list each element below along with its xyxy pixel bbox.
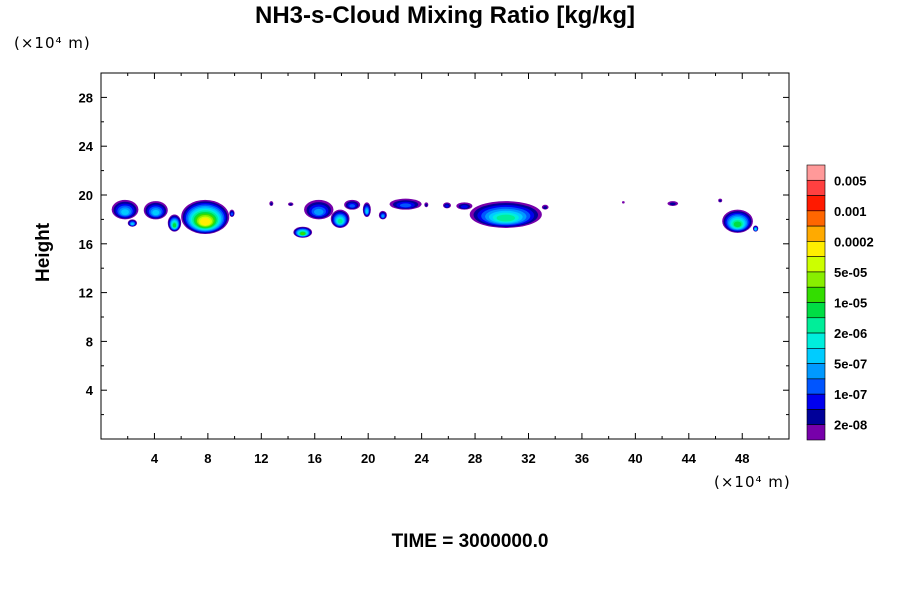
cloud-contour	[622, 201, 625, 204]
y-tick-label: 8	[86, 334, 93, 349]
colorbar-swatch	[806, 241, 826, 257]
colorbar-label: 0.001	[834, 204, 867, 219]
plot-frame	[100, 72, 790, 440]
x-tick-label: 8	[204, 451, 211, 466]
y-unit-label: (×10⁴ m)	[14, 34, 91, 52]
chart-title: NH3-s-Cloud Mixing Ratio [kg/kg]	[255, 2, 635, 29]
x-tick-label: 40	[628, 451, 642, 466]
x-tick-label: 32	[521, 451, 535, 466]
colorbar-label: 1e-05	[834, 296, 867, 311]
y-tick-label: 28	[79, 90, 93, 105]
y-tick-label: 20	[79, 188, 93, 203]
colorbar-swatch	[806, 317, 826, 334]
cloud-contour	[754, 228, 757, 231]
colorbar-swatch	[806, 164, 826, 181]
colorbar-swatch	[806, 179, 826, 196]
x-tick-label: 36	[575, 451, 589, 466]
cloud-contour	[152, 209, 160, 216]
cloud-contour	[349, 204, 356, 208]
colorbar: 0.005 0.001 0.0002 5e-05 1e-05 2e-06 5e-07 1e-0…	[806, 164, 874, 441]
cloud-contour	[337, 218, 343, 224]
y-tick-label: 24	[79, 139, 94, 154]
cloud-contour	[733, 221, 742, 228]
time-footer: TIME = 3000000.0	[391, 531, 549, 552]
cloud-contour	[230, 212, 233, 216]
x-tick-label: 44	[682, 451, 697, 466]
colorbar-swatch	[806, 256, 826, 273]
colorbar-label: 5e-07	[834, 357, 867, 372]
colorbar-swatch	[806, 363, 826, 380]
x-tick-label: 28	[468, 451, 482, 466]
cloud-contour	[496, 214, 516, 222]
colorbar-swatch	[806, 195, 826, 212]
colorbar-label: 0.005	[834, 173, 867, 188]
cloud-contour	[460, 205, 468, 209]
x-tick-label: 24	[414, 451, 429, 466]
x-unit-label: (×10⁴ m)	[714, 473, 791, 491]
cloud-contour	[719, 199, 722, 202]
colorbar-swatch	[806, 348, 826, 364]
colorbar-label: 5e-05	[834, 265, 867, 280]
cloud-contour	[399, 203, 412, 208]
cloud-contour	[365, 209, 369, 214]
cloud-contour	[669, 202, 676, 206]
colorbar-swatch	[806, 286, 826, 303]
y-tick-label: 4	[86, 383, 94, 398]
cloud-contour	[131, 222, 134, 226]
cloud-contour	[270, 202, 273, 206]
colorbar-label: 1e-07	[834, 387, 867, 402]
cloud-contour	[172, 223, 177, 228]
colorbar-swatch	[806, 332, 826, 349]
cloud-contour	[314, 208, 324, 216]
cloud-contour	[300, 232, 305, 235]
cloud-contour	[289, 203, 293, 206]
cloud-contour	[445, 204, 449, 208]
colorbar-swatch	[806, 225, 826, 242]
colorbar-swatch	[806, 271, 826, 288]
colorbar-label: 2e-08	[834, 418, 867, 433]
y-tick-label: 16	[79, 237, 93, 252]
cloud-field	[111, 198, 759, 238]
x-tick-label: 4	[151, 451, 159, 466]
cloud-contour	[543, 206, 548, 209]
colorbar-swatch	[806, 409, 826, 426]
cloud-contour	[425, 203, 428, 207]
cloud-contour	[121, 209, 129, 215]
y-tick-label: 12	[79, 286, 93, 301]
colorbar-label: 0.0002	[834, 234, 874, 249]
colorbar-swatch	[806, 424, 826, 441]
cloud-contour	[381, 214, 385, 218]
colorbar-swatch	[806, 378, 826, 395]
x-tick-label: 16	[308, 451, 322, 466]
colorbar-swatch	[806, 302, 826, 319]
x-tick-label: 12	[254, 451, 268, 466]
x-tick-label: 20	[361, 451, 375, 466]
colorbar-label: 2e-06	[834, 326, 867, 341]
colorbar-swatch	[806, 393, 826, 410]
cloud-contour	[200, 217, 211, 226]
colorbar-swatch	[806, 210, 826, 227]
x-tick-label: 48	[735, 451, 749, 466]
